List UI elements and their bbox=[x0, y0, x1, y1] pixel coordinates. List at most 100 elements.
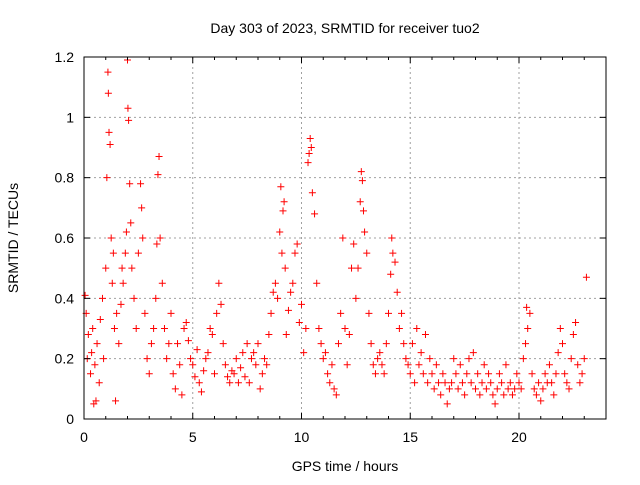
data-point bbox=[563, 379, 571, 387]
data-point bbox=[103, 174, 111, 182]
data-point bbox=[132, 325, 140, 332]
data-point bbox=[215, 279, 223, 287]
data-point bbox=[269, 288, 277, 296]
x-tick-label: 5 bbox=[189, 429, 197, 445]
data-point bbox=[515, 379, 523, 387]
data-point bbox=[352, 294, 360, 302]
data-point bbox=[437, 391, 445, 399]
data-point bbox=[174, 340, 182, 348]
data-point bbox=[232, 355, 240, 363]
data-point bbox=[237, 364, 245, 372]
data-point bbox=[580, 355, 588, 363]
data-point bbox=[500, 391, 508, 399]
data-point bbox=[541, 370, 549, 378]
data-point bbox=[261, 355, 269, 363]
data-point bbox=[389, 249, 397, 257]
data-point bbox=[385, 309, 392, 317]
data-point bbox=[176, 361, 184, 369]
data-point bbox=[252, 361, 260, 369]
data-point bbox=[88, 349, 96, 357]
data-point bbox=[511, 385, 519, 393]
data-point bbox=[330, 385, 338, 393]
data-point bbox=[278, 249, 286, 257]
data-point bbox=[498, 379, 506, 387]
data-point bbox=[430, 385, 438, 393]
data-point bbox=[208, 331, 216, 339]
data-point bbox=[380, 370, 388, 378]
data-point bbox=[502, 361, 510, 369]
data-point bbox=[426, 355, 434, 363]
data-point bbox=[398, 309, 406, 317]
data-point bbox=[271, 279, 279, 287]
data-point bbox=[432, 361, 440, 369]
data-point bbox=[334, 340, 342, 348]
data-point bbox=[239, 349, 247, 357]
data-point bbox=[328, 361, 336, 369]
data-point bbox=[163, 355, 171, 363]
data-point bbox=[305, 150, 313, 158]
data-point bbox=[454, 385, 462, 393]
data-point bbox=[221, 361, 229, 369]
data-point bbox=[493, 385, 501, 393]
data-point bbox=[321, 349, 329, 357]
data-point bbox=[295, 318, 303, 326]
x-axis-label: GPS time / hours bbox=[292, 458, 399, 474]
data-point bbox=[548, 379, 556, 387]
data-point bbox=[402, 355, 410, 363]
data-point bbox=[582, 273, 590, 281]
data-point bbox=[147, 340, 155, 348]
data-point bbox=[289, 279, 297, 287]
data-point bbox=[513, 370, 521, 378]
data-point bbox=[282, 331, 290, 339]
data-point bbox=[258, 370, 266, 378]
data-point bbox=[517, 385, 525, 393]
data-point bbox=[504, 385, 512, 393]
data-point bbox=[508, 391, 516, 399]
y-tick-label: 0 bbox=[66, 411, 74, 427]
data-point bbox=[139, 234, 147, 242]
data-point bbox=[197, 388, 205, 396]
y-tick-label: 0.4 bbox=[55, 290, 75, 306]
data-point bbox=[191, 373, 199, 381]
data-point bbox=[343, 361, 351, 369]
data-point bbox=[150, 325, 158, 332]
data-point bbox=[561, 370, 569, 378]
data-point bbox=[118, 264, 126, 272]
data-point bbox=[109, 249, 117, 257]
y-tick-label: 1.2 bbox=[55, 49, 75, 65]
data-point bbox=[127, 219, 135, 227]
x-tick-label: 15 bbox=[402, 429, 418, 445]
data-point bbox=[107, 234, 115, 242]
data-point bbox=[424, 379, 432, 387]
data-point bbox=[315, 325, 323, 332]
data-point bbox=[363, 249, 371, 257]
data-point bbox=[428, 370, 436, 378]
data-point bbox=[280, 198, 288, 206]
data-point bbox=[306, 134, 314, 142]
data-point bbox=[121, 249, 129, 257]
data-point bbox=[539, 385, 547, 393]
data-point bbox=[532, 391, 540, 399]
data-point bbox=[478, 379, 486, 387]
data-point bbox=[130, 294, 138, 302]
data-point bbox=[361, 228, 369, 236]
data-point bbox=[421, 331, 429, 339]
data-point bbox=[482, 385, 490, 393]
data-point bbox=[467, 379, 475, 387]
data-point bbox=[160, 325, 168, 332]
data-point bbox=[393, 288, 401, 296]
data-point bbox=[345, 331, 353, 339]
data-point bbox=[537, 397, 545, 405]
data-point bbox=[519, 355, 527, 363]
data-point bbox=[165, 340, 173, 348]
data-point bbox=[113, 309, 121, 317]
data-point bbox=[145, 370, 153, 378]
data-point bbox=[256, 385, 264, 393]
data-point bbox=[304, 159, 312, 167]
data-point bbox=[195, 379, 203, 387]
data-point bbox=[530, 385, 538, 393]
data-point bbox=[200, 367, 208, 375]
data-point bbox=[110, 325, 118, 332]
data-point bbox=[354, 264, 362, 272]
y-tick-label: 1 bbox=[66, 109, 74, 125]
